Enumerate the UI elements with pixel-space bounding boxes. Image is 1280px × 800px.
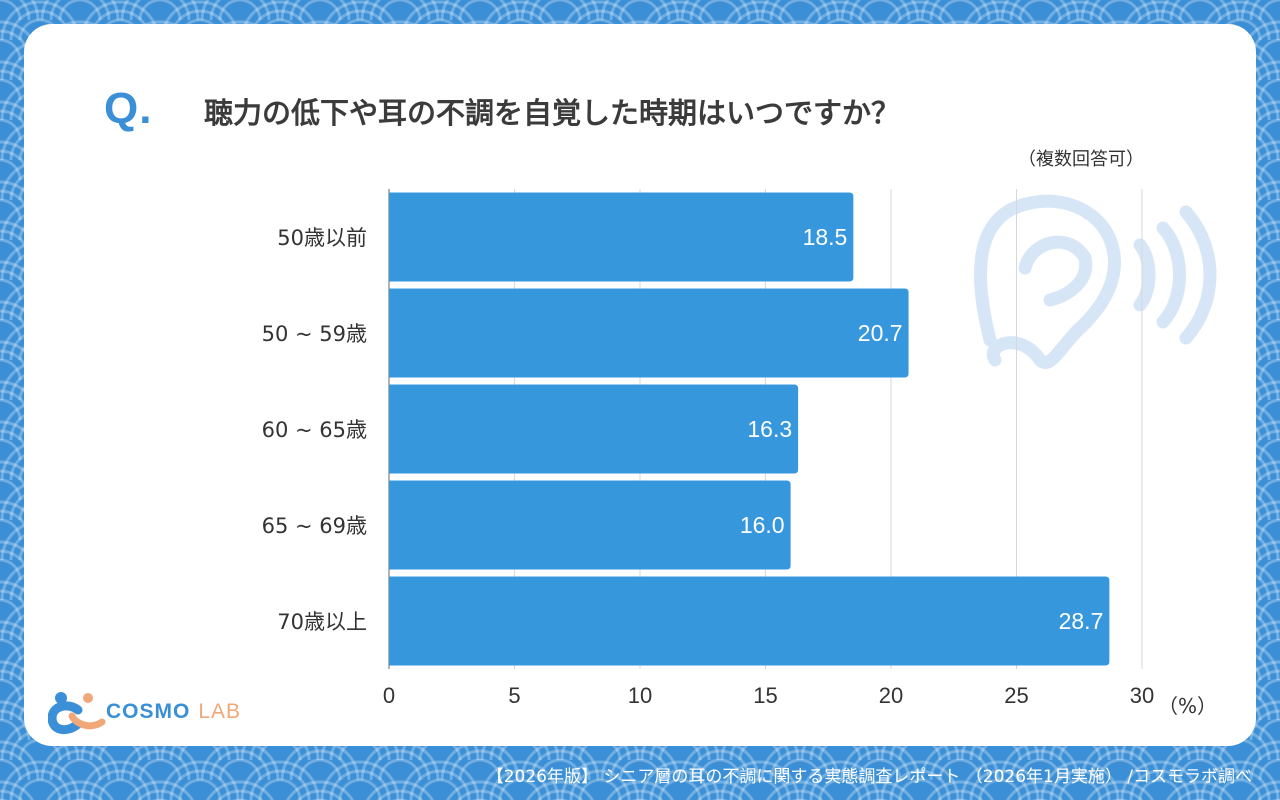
category-label: 50歳以前 [277, 226, 367, 250]
bar [389, 384, 799, 474]
x-tick-label: 0 [383, 683, 395, 708]
bars-group: 18.5 50歳以前 20.7 50 ~ 59歳 16.3 60 ~ 65歳 16.0 65 … [262, 192, 1110, 666]
bar [389, 480, 791, 570]
bar-value-label: 16.3 [747, 416, 792, 442]
x-tick-label: 15 [753, 683, 777, 708]
bar-value-label: 28.7 [1059, 608, 1104, 634]
bar-value-label: 16.0 [740, 512, 785, 538]
bar-value-label: 18.5 [803, 224, 848, 250]
x-tick-label: 10 [628, 683, 652, 708]
bar [389, 288, 909, 378]
x-tick-label: 25 [1004, 683, 1028, 708]
category-label: 50 ~ 59歳 [262, 322, 367, 346]
x-tick-label: 5 [508, 683, 520, 708]
bar [389, 576, 1110, 666]
bar [389, 192, 854, 282]
category-label: 60 ~ 65歳 [262, 418, 367, 442]
x-tick-label: 20 [879, 683, 903, 708]
x-tick-label: 30 [1130, 683, 1154, 708]
x-axis-unit: （%） [1158, 694, 1218, 718]
x-tick-labels: 0 5 10 15 20 25 30 [383, 683, 1154, 708]
question-mark: Q. [104, 84, 153, 133]
cosmo-lab-logo-text: COSMO LAB [106, 700, 241, 724]
cosmo-lab-logo-mark [47, 688, 108, 740]
source-footer: 【2026年版】 シニア層の耳の不調に関する実態調査レポート （2026年1月実… [486, 767, 1252, 787]
category-label: 65 ~ 69歳 [262, 514, 367, 538]
category-label: 70歳以上 [277, 610, 367, 634]
page-title: 聴力の低下や耳の不調を自覚した時期はいつですか？ [204, 96, 901, 130]
bar-value-label: 20.7 [858, 320, 903, 346]
ear-sound-icon [973, 194, 1217, 369]
logo-name: COSMO [106, 700, 191, 723]
logo-suffix: LAB [198, 700, 242, 723]
multiple-answer-note: （複数回答可） [1018, 149, 1144, 170]
